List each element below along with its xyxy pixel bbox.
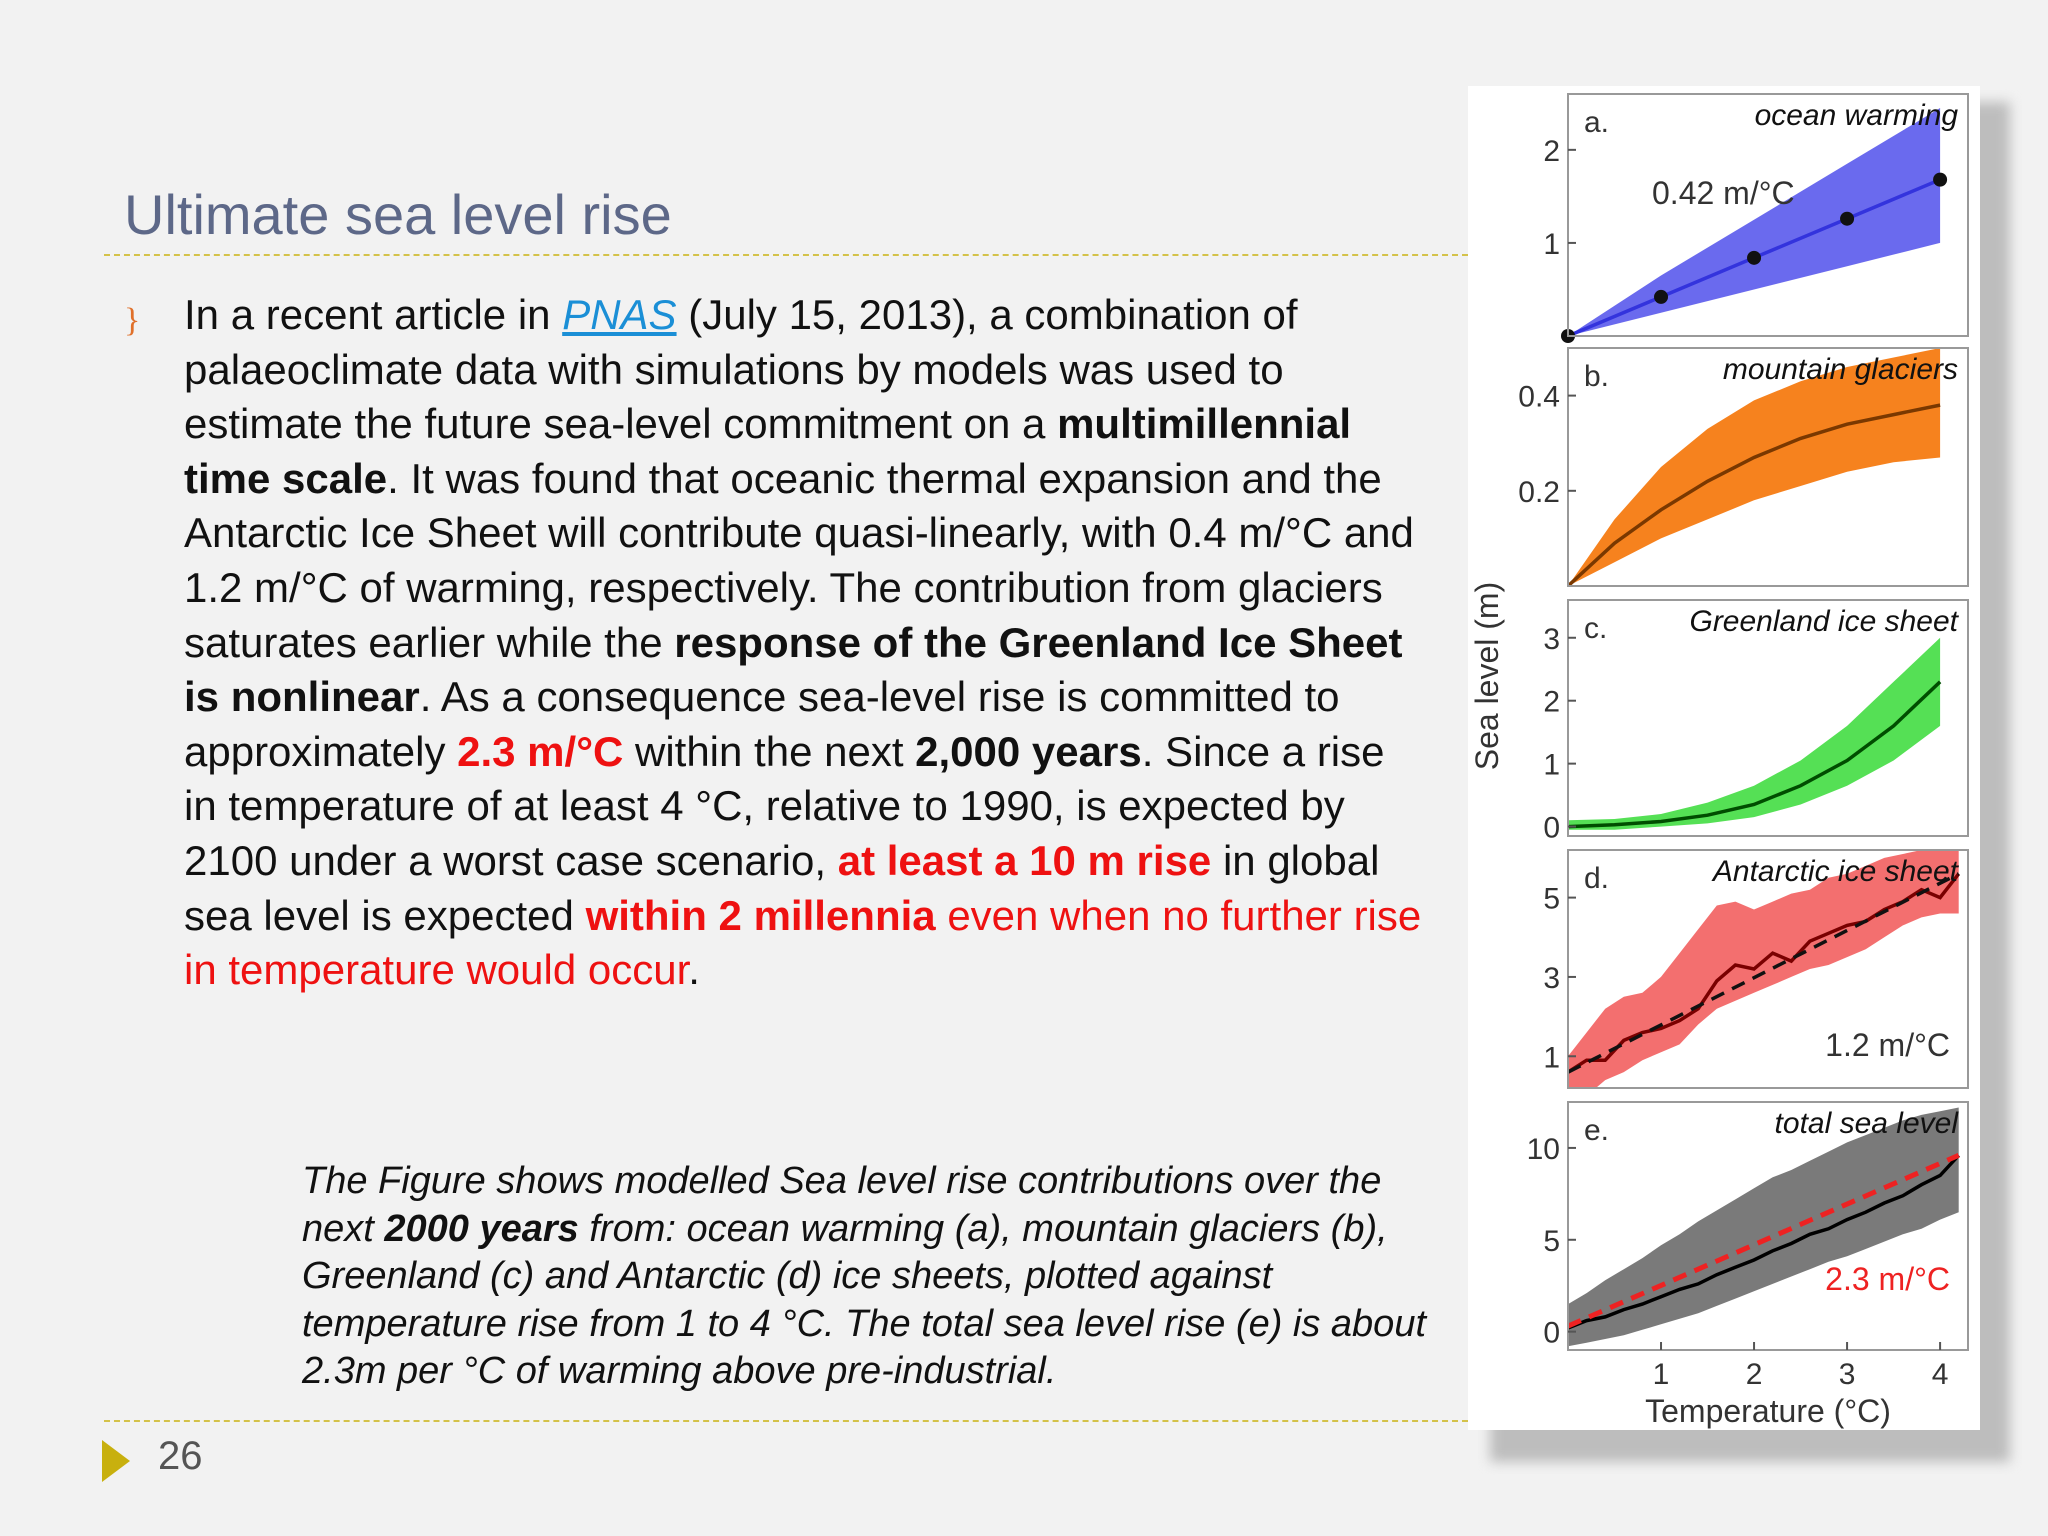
panel-2-ytick-label: 1 bbox=[1543, 749, 1560, 782]
panel-0-data-point bbox=[1747, 250, 1762, 265]
panel-4-title: total sea level bbox=[1775, 1107, 1960, 1140]
x-tick-label: 1 bbox=[1653, 1358, 1670, 1391]
panel-3-slope-annotation: 1.2 m/°C bbox=[1825, 1027, 1950, 1063]
panel-4-frame bbox=[1567, 1101, 1969, 1351]
body-text-3: . It was found that oceanic thermal expa… bbox=[184, 454, 1414, 666]
sea-level-figure: 1 2 a. ocean warming 0.42 m/°C 0.2 0.4 b. mounta… bbox=[1468, 86, 1980, 1430]
body-text-8 bbox=[936, 892, 948, 939]
panel-0-title: ocean warming bbox=[1755, 99, 1959, 132]
body-text-1: In a recent article in bbox=[184, 291, 563, 338]
panel-3-ytick-label: 1 bbox=[1543, 1041, 1560, 1074]
panel-0-data-point bbox=[1654, 289, 1669, 304]
panel-4-ytick-label: 0 bbox=[1543, 1317, 1560, 1350]
panel-0-data-point bbox=[1840, 211, 1855, 226]
body-text-9: . bbox=[688, 946, 700, 994]
panel-3-frame bbox=[1567, 849, 1969, 1089]
panel-3-uncertainty-band bbox=[1568, 850, 1959, 1088]
panel-3-letter: d. bbox=[1584, 862, 1609, 895]
panel-0-uncertainty-band bbox=[1568, 108, 1941, 336]
panel-0-ytick-label: 1 bbox=[1543, 228, 1560, 261]
panel-3-series-line bbox=[1568, 872, 1961, 1074]
emphasis-years: 2,000 years bbox=[915, 727, 1142, 775]
panel-0-data-point bbox=[1933, 172, 1948, 187]
highlight-rate: 2.3 m/°C bbox=[457, 727, 624, 775]
panel-3-ytick-label: 5 bbox=[1543, 883, 1560, 916]
body-text-6: . Since a rise in temperature of at leas… bbox=[184, 727, 1385, 884]
panel-2-ytick-label: 3 bbox=[1543, 623, 1560, 656]
x-tick-label: 2 bbox=[1746, 1358, 1763, 1391]
panel-4-uncertainty-band bbox=[1568, 1107, 1959, 1347]
panel-4-trend-line bbox=[1568, 1152, 1960, 1329]
panel-2-frame bbox=[1567, 599, 1969, 837]
panel-2-series-line bbox=[1568, 680, 1942, 829]
panel-0-frame bbox=[1567, 93, 1969, 337]
page-number: 26 bbox=[158, 1434, 203, 1478]
panel-2-letter: c. bbox=[1584, 612, 1607, 645]
caption-text-1: The Figure shows modelled Sea level rise… bbox=[302, 1160, 1382, 1250]
x-tick-label: 4 bbox=[1932, 1358, 1949, 1391]
panel-4-letter: e. bbox=[1584, 1114, 1609, 1147]
panel-0-ytick-label: 2 bbox=[1543, 135, 1560, 168]
highlight-millennia: within 2 millennia bbox=[585, 891, 936, 939]
panel-4-series-line bbox=[1568, 1154, 1960, 1330]
caption-text-2: from: ocean warming (a), mountain glacie… bbox=[302, 1207, 1427, 1393]
body-paragraph: In a recent article in PNAS (July 15, 20… bbox=[184, 288, 1424, 998]
body-text-5: within the next bbox=[623, 727, 916, 775]
panel-2-ytick-label: 2 bbox=[1543, 686, 1560, 719]
emphasis-greenland: response of the Greenland Ice Sheet is n… bbox=[184, 618, 1403, 721]
body-text-2: (July 15, 2013), a combination of palaeo… bbox=[184, 291, 1298, 448]
panel-1-uncertainty-band bbox=[1568, 348, 1941, 586]
sea-level-chart: 1 2 a. ocean warming 0.42 m/°C 0.2 0.4 b. mounta… bbox=[1469, 93, 1969, 1429]
bottom-divider bbox=[104, 1420, 1468, 1422]
body-text-7: in global sea level is expected bbox=[184, 836, 1380, 939]
panel-1-ytick-label: 0.2 bbox=[1518, 476, 1560, 509]
x-tick-label: 3 bbox=[1839, 1358, 1856, 1391]
panel-4-slope-annotation: 2.3 m/°C bbox=[1825, 1261, 1950, 1297]
panel-2-ytick-label: 0 bbox=[1543, 812, 1560, 845]
bullet-marker: } bbox=[124, 302, 141, 339]
figure-caption: The Figure shows modelled Sea level rise… bbox=[302, 1158, 1432, 1396]
slide-marker-icon bbox=[102, 1440, 130, 1482]
panel-3-ytick-label: 3 bbox=[1543, 962, 1560, 995]
panel-1-title: mountain glaciers bbox=[1723, 353, 1958, 386]
x-axis-label: Temperature (°C) bbox=[1645, 1393, 1891, 1429]
emphasis-timescale: multimillennial time scale bbox=[184, 400, 1352, 502]
highlight-10m: at least a 10 m rise bbox=[837, 836, 1212, 884]
pnas-link[interactable]: PNAS bbox=[562, 291, 677, 338]
slide-title: Ultimate sea level rise bbox=[124, 183, 672, 246]
panel-4-ytick-label: 5 bbox=[1543, 1225, 1560, 1258]
highlight-no-further-rise: even when no further rise in temperature… bbox=[184, 891, 1422, 994]
panel-3-title: Antarctic ice sheet bbox=[1711, 855, 1960, 888]
panel-4-ytick-label: 10 bbox=[1527, 1133, 1560, 1166]
panel-1-series-line bbox=[1568, 403, 1941, 586]
panel-1-ytick-label: 0.4 bbox=[1518, 381, 1560, 414]
panel-0-slope-annotation: 0.42 m/°C bbox=[1652, 175, 1795, 211]
body-text-4: . As a consequence sea-level rise is com… bbox=[184, 673, 1340, 775]
panel-2-uncertainty-band bbox=[1568, 637, 1941, 830]
panel-0-letter: a. bbox=[1584, 106, 1609, 139]
y-axis-label: Sea level (m) bbox=[1469, 582, 1505, 771]
caption-emphasis: 2000 years bbox=[384, 1207, 579, 1250]
panel-1-frame bbox=[1567, 347, 1969, 587]
top-divider bbox=[104, 254, 1468, 256]
panel-3-trend-line bbox=[1568, 872, 1960, 1074]
panel-2-title: Greenland ice sheet bbox=[1689, 605, 1959, 638]
panel-1-letter: b. bbox=[1584, 360, 1609, 393]
